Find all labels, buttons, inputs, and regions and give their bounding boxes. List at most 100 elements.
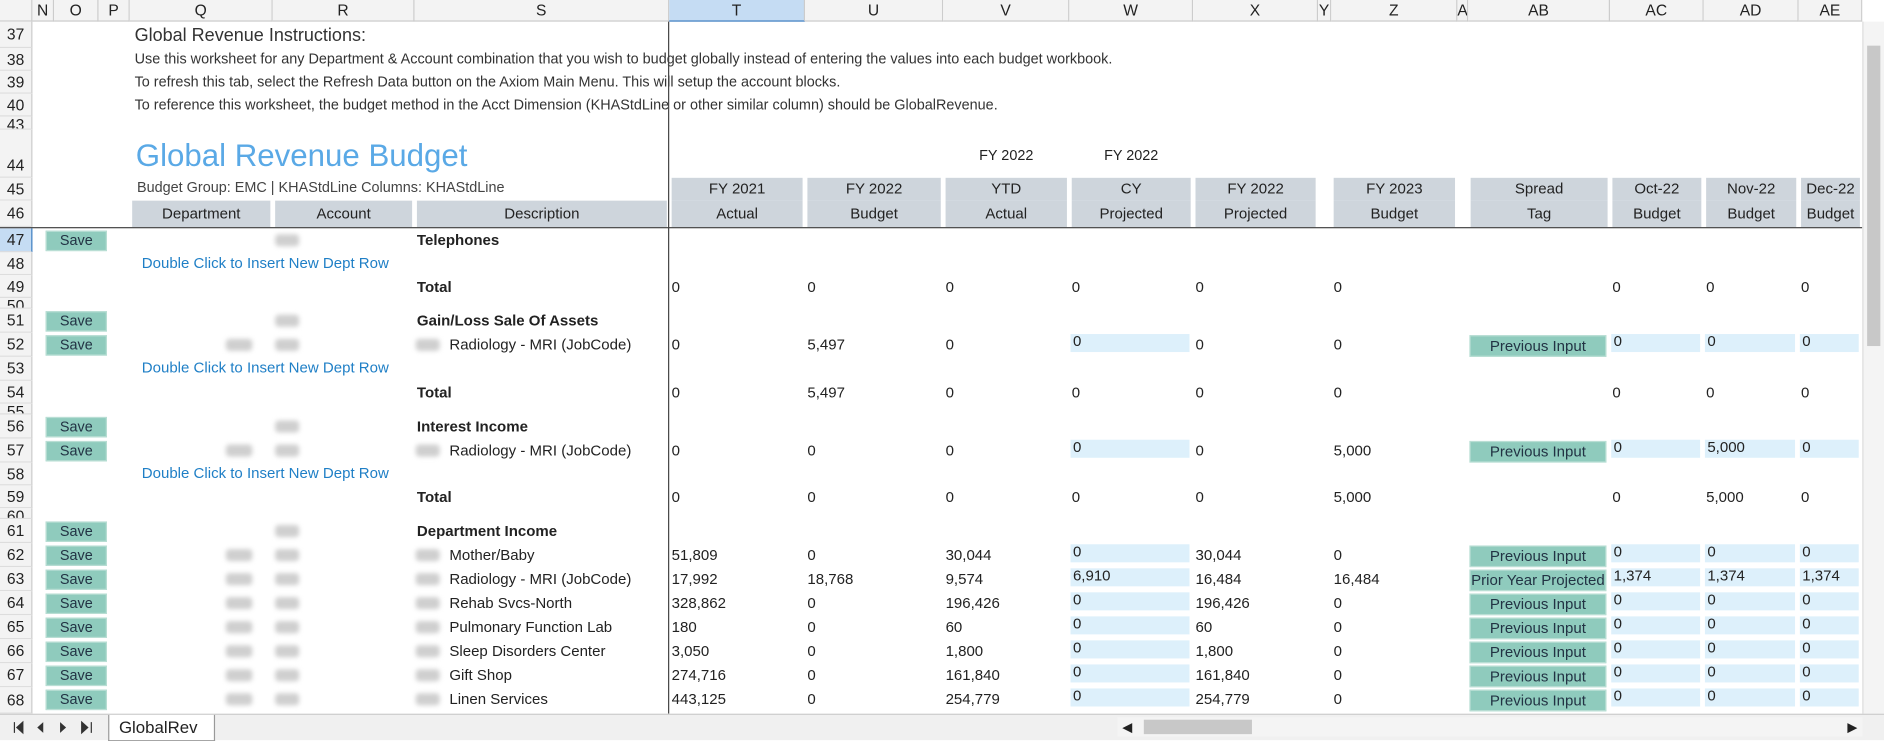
save-button[interactable]: Save (45, 311, 107, 332)
account-redacted (275, 444, 300, 457)
input-cell[interactable]: 0 (1704, 664, 1796, 683)
scroll-left[interactable]: ◀ (1122, 720, 1133, 736)
input-cell[interactable]: 0 (1070, 439, 1190, 458)
input-cell[interactable]: 0 (1799, 664, 1859, 683)
value-cell: 5,497 (807, 384, 845, 402)
insert-row-link[interactable]: Double Click to Insert New Dept Row (141, 359, 389, 377)
value-cell: 0 (1801, 384, 1810, 402)
scroll-thumb[interactable] (1143, 719, 1252, 735)
spread-tag-button[interactable]: Previous Input (1469, 689, 1607, 712)
account-redacted (275, 338, 300, 351)
input-cell[interactable]: 1,374 (1611, 568, 1701, 587)
value-cell: 0 (1333, 666, 1343, 684)
input-cell[interactable]: 0 (1070, 688, 1190, 707)
save-button[interactable]: Save (45, 665, 107, 687)
input-cell[interactable]: 0 (1611, 640, 1701, 659)
input-cell[interactable]: 0 (1799, 616, 1859, 635)
save-button[interactable]: Save (45, 593, 107, 614)
save-button[interactable]: Save (45, 689, 107, 711)
row-header: 44 (0, 129, 33, 178)
value-cell: 0 (807, 594, 816, 612)
input-cell[interactable]: 0 (1799, 688, 1859, 707)
first-tab[interactable] (13, 720, 24, 735)
input-cell[interactable]: 6,910 (1070, 568, 1190, 587)
save-button[interactable]: Save (45, 416, 107, 438)
input-cell[interactable]: 0 (1704, 616, 1796, 635)
spread-tag-button[interactable]: Prior Year Projected (1469, 569, 1607, 592)
input-cell[interactable]: 0 (1611, 544, 1701, 563)
next-tab[interactable] (60, 722, 67, 733)
input-cell[interactable]: 0 (1070, 640, 1190, 659)
value-cell: 0 (1195, 384, 1204, 402)
input-cell[interactable]: 0 (1799, 592, 1859, 611)
save-button[interactable]: Save (45, 230, 107, 252)
spread-tag-button[interactable]: Previous Input (1469, 641, 1607, 664)
account-redacted (275, 573, 300, 586)
last-tab[interactable] (81, 720, 92, 735)
value-cell: 0 (1333, 336, 1343, 354)
input-cell[interactable]: 1,374 (1704, 568, 1796, 587)
column-title: Nov-22 (1706, 177, 1797, 201)
row-header: 56 (0, 414, 33, 439)
input-cell[interactable]: 0 (1611, 688, 1701, 707)
account-redacted (275, 693, 300, 706)
input-cell[interactable]: 0 (1704, 592, 1796, 611)
description: Radiology - MRI (JobCode) (449, 336, 632, 354)
row-header: 47 (0, 228, 33, 253)
column-title: Department (132, 200, 271, 228)
scroll-right[interactable]: ▶ (1847, 720, 1858, 736)
input-cell[interactable]: 0 (1611, 616, 1701, 635)
sheet-tab[interactable]: GlobalRev (108, 714, 216, 741)
spread-tag-button[interactable]: Previous Input (1469, 617, 1607, 640)
dept-redacted (225, 444, 253, 457)
input-cell[interactable]: 0 (1799, 640, 1859, 659)
input-cell[interactable]: 0 (1704, 688, 1796, 707)
spread-tag-button[interactable]: Previous Input (1469, 335, 1607, 357)
save-button[interactable]: Save (45, 545, 107, 566)
spread-tag-button[interactable]: Previous Input (1469, 545, 1607, 568)
input-cell[interactable]: 0 (1704, 640, 1796, 659)
input-cell[interactable]: 0 (1070, 592, 1190, 611)
column-header: AC (1610, 0, 1704, 22)
save-button[interactable]: Save (45, 641, 107, 663)
save-button[interactable]: Save (45, 335, 107, 356)
account-redacted (275, 314, 300, 327)
input-cell[interactable]: 0 (1070, 334, 1190, 353)
spread-tag-button[interactable]: Previous Input (1469, 593, 1607, 616)
dept-redacted (225, 573, 253, 586)
save-button[interactable]: Save (45, 617, 107, 638)
row-header: 62 (0, 543, 33, 568)
input-cell[interactable]: 0 (1799, 334, 1859, 353)
prev-tab[interactable] (37, 722, 44, 733)
horizontal-scrollbar[interactable]: ◀ ▶ (1117, 717, 1863, 737)
insert-row-link[interactable]: Double Click to Insert New Dept Row (141, 464, 389, 482)
input-cell[interactable]: 0 (1070, 664, 1190, 683)
input-cell[interactable]: 5,000 (1704, 439, 1796, 458)
input-cell[interactable]: 0 (1611, 592, 1701, 611)
spread-tag-button[interactable]: Previous Input (1469, 665, 1607, 688)
insert-row-link[interactable]: Double Click to Insert New Dept Row (141, 254, 389, 272)
input-cell[interactable]: 1,374 (1799, 568, 1859, 587)
input-cell[interactable]: 0 (1611, 334, 1701, 353)
row-header: 54 (0, 380, 33, 404)
input-cell[interactable]: 0 (1704, 544, 1796, 563)
input-cell[interactable]: 0 (1799, 544, 1859, 563)
tab-nav-arrows[interactable] (0, 715, 108, 740)
input-cell[interactable]: 0 (1799, 439, 1859, 458)
row-header: 38 (0, 48, 33, 71)
save-button[interactable]: Save (45, 521, 107, 542)
save-button[interactable]: Save (45, 440, 107, 462)
save-button[interactable]: Save (45, 569, 107, 590)
scroll-thumb[interactable] (1867, 45, 1881, 347)
input-cell[interactable]: 0 (1611, 664, 1701, 683)
input-cell[interactable]: 0 (1704, 334, 1796, 353)
input-cell[interactable]: 0 (1070, 616, 1190, 635)
input-cell[interactable]: 0 (1611, 439, 1701, 458)
value-cell: 196,426 (945, 594, 1000, 612)
vertical-scrollbar[interactable] (1862, 21, 1884, 714)
account-redacted (275, 549, 300, 562)
column-header: X (1193, 0, 1319, 22)
spread-tag-button[interactable]: Previous Input (1469, 440, 1607, 463)
value-cell: 0 (671, 384, 680, 402)
input-cell[interactable]: 0 (1070, 544, 1190, 563)
